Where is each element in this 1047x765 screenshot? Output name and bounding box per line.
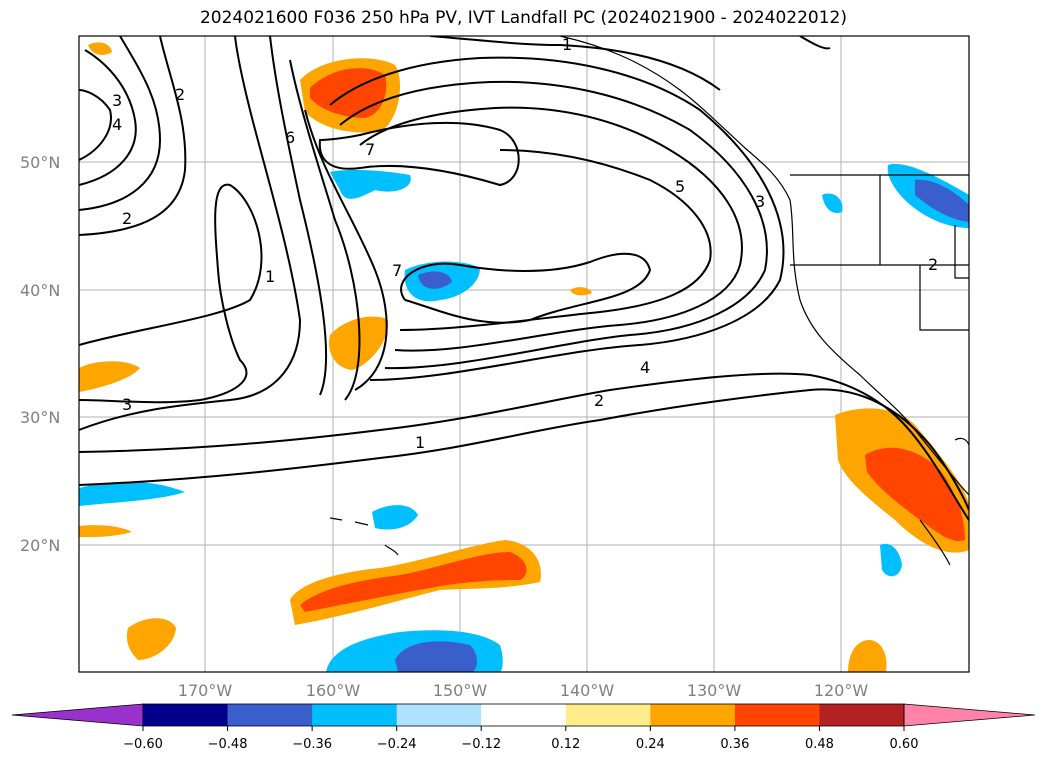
pv-contours (79, 36, 969, 521)
map-title: 2024021600 F036 250 hPa PV, IVT Landfall… (199, 8, 847, 28)
colorbar-extend-low (11, 703, 144, 727)
colorbar-segment (734, 704, 820, 726)
colorbar-tick-label: 0.48 (805, 737, 834, 752)
contour-label: 2 (594, 391, 604, 410)
lat-label: 20°N (20, 536, 60, 555)
contour-label: 1 (265, 267, 275, 286)
colorbar-segment (312, 704, 398, 726)
colorbar-segment (565, 704, 651, 726)
lon-label: 130°W (687, 681, 742, 700)
colorbar-tick-label: −0.36 (292, 737, 332, 752)
contour-label: 1 (562, 35, 572, 54)
lon-label: 120°W (814, 681, 869, 700)
colorbar-segment (819, 704, 905, 726)
lat-label: 40°N (20, 281, 60, 300)
colorbar-segment (396, 704, 482, 726)
colorbar-segment (481, 704, 567, 726)
contour-label: 4 (640, 358, 650, 377)
contour-label: 2 (122, 209, 132, 228)
lon-label: 160°W (306, 681, 361, 700)
contour-label: 4 (112, 115, 122, 134)
contour-label: 2 (928, 255, 938, 274)
contour-label: 3 (112, 91, 122, 110)
colorbar-tick-label: −0.60 (123, 737, 163, 752)
colorbar-frame (142, 703, 905, 727)
colorbar-tick-label: −0.12 (461, 737, 501, 752)
latitude-labels: 50°N 40°N 30°N 20°N (20, 153, 60, 555)
colorbar-segment (143, 704, 229, 726)
colorbar: −0.60 −0.48 −0.36 −0.24 −0.12 0.12 0.24 0.36 0.4… (11, 703, 1036, 752)
lon-label: 150°W (433, 681, 488, 700)
contour-label: 7 (365, 140, 375, 159)
contour-label: 1 (415, 433, 425, 452)
contour-label: 6 (285, 128, 295, 147)
colorbar-tick-label: 0.60 (890, 737, 919, 752)
contour-label: 3 (122, 395, 132, 414)
contour-labels: 1 2 3 4 2 6 7 1 7 5 3 4 2 1 3 2 (112, 35, 938, 452)
longitude-labels: 170°W 160°W 150°W 140°W 130°W 120°W (178, 681, 869, 700)
contour-label: 5 (675, 177, 685, 196)
colorbar-tick-label: −0.48 (208, 737, 248, 752)
colorbar-tick-label: 0.12 (551, 737, 580, 752)
lon-label: 170°W (178, 681, 233, 700)
colorbar-segment (650, 704, 736, 726)
contour-label: 3 (755, 192, 765, 211)
colorbar-tick-label: 0.24 (636, 737, 665, 752)
colorbar-tick-label: −0.24 (377, 737, 417, 752)
colorbar-segment (227, 704, 313, 726)
contour-label: 7 (392, 261, 402, 280)
lat-label: 50°N (20, 153, 60, 172)
lon-label: 140°W (560, 681, 615, 700)
colorbar-tick-label: 0.36 (720, 737, 749, 752)
contour-label: 2 (175, 85, 185, 104)
colorbar-extend-high (903, 703, 1036, 727)
map-frame (78, 35, 970, 673)
lat-label: 30°N (20, 408, 60, 427)
